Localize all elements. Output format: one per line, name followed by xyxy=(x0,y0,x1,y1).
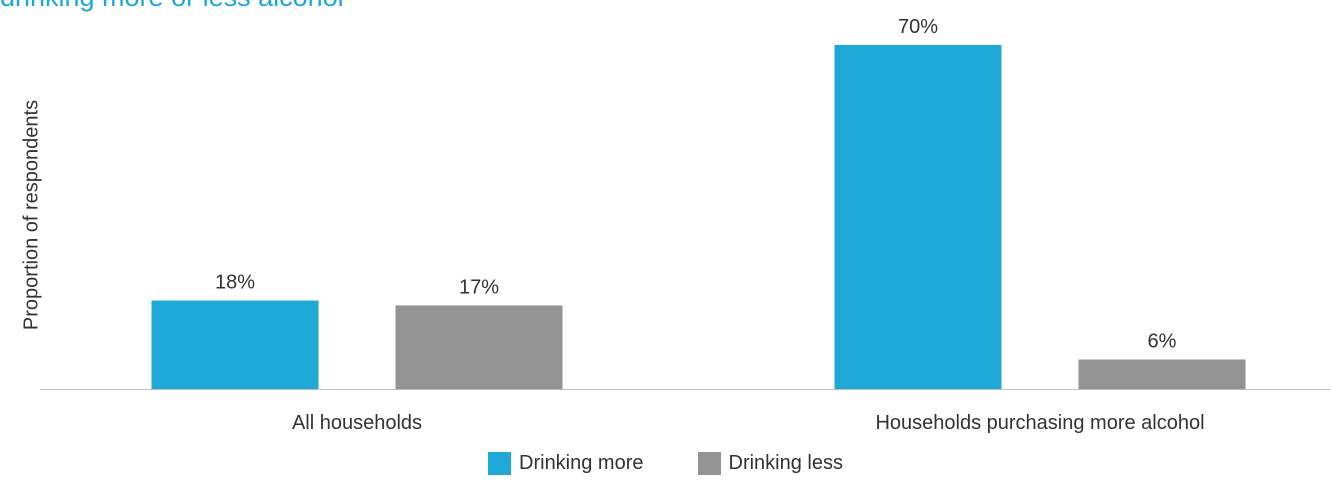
data-label: 70% xyxy=(898,16,938,38)
legend-item-drinking-less: Drinking less xyxy=(697,452,843,475)
bar xyxy=(151,300,319,389)
data-label: 18% xyxy=(215,272,255,294)
legend-label-drinking-more: Drinking more xyxy=(519,452,644,474)
legend-item-drinking-more: Drinking more xyxy=(488,452,644,475)
data-label: 17% xyxy=(459,276,499,298)
bar xyxy=(1078,359,1246,389)
legend-label-drinking-less: Drinking less xyxy=(728,452,843,474)
legend-swatch-drinking-less xyxy=(697,452,721,475)
legend-swatch-drinking-more xyxy=(488,452,512,475)
bar xyxy=(395,305,563,389)
legend: Drinking more Drinking less xyxy=(0,452,1331,475)
bar xyxy=(834,45,1002,389)
bar-chart: 18% 70% 17% 6% All households Households purc… xyxy=(40,16,1331,434)
x-tick-label: All households xyxy=(292,412,422,434)
x-tick-label: Households purchasing more alcohol xyxy=(875,412,1204,434)
chart-title: drinking more or less alcohol xyxy=(0,0,344,11)
data-label: 6% xyxy=(1148,331,1177,353)
